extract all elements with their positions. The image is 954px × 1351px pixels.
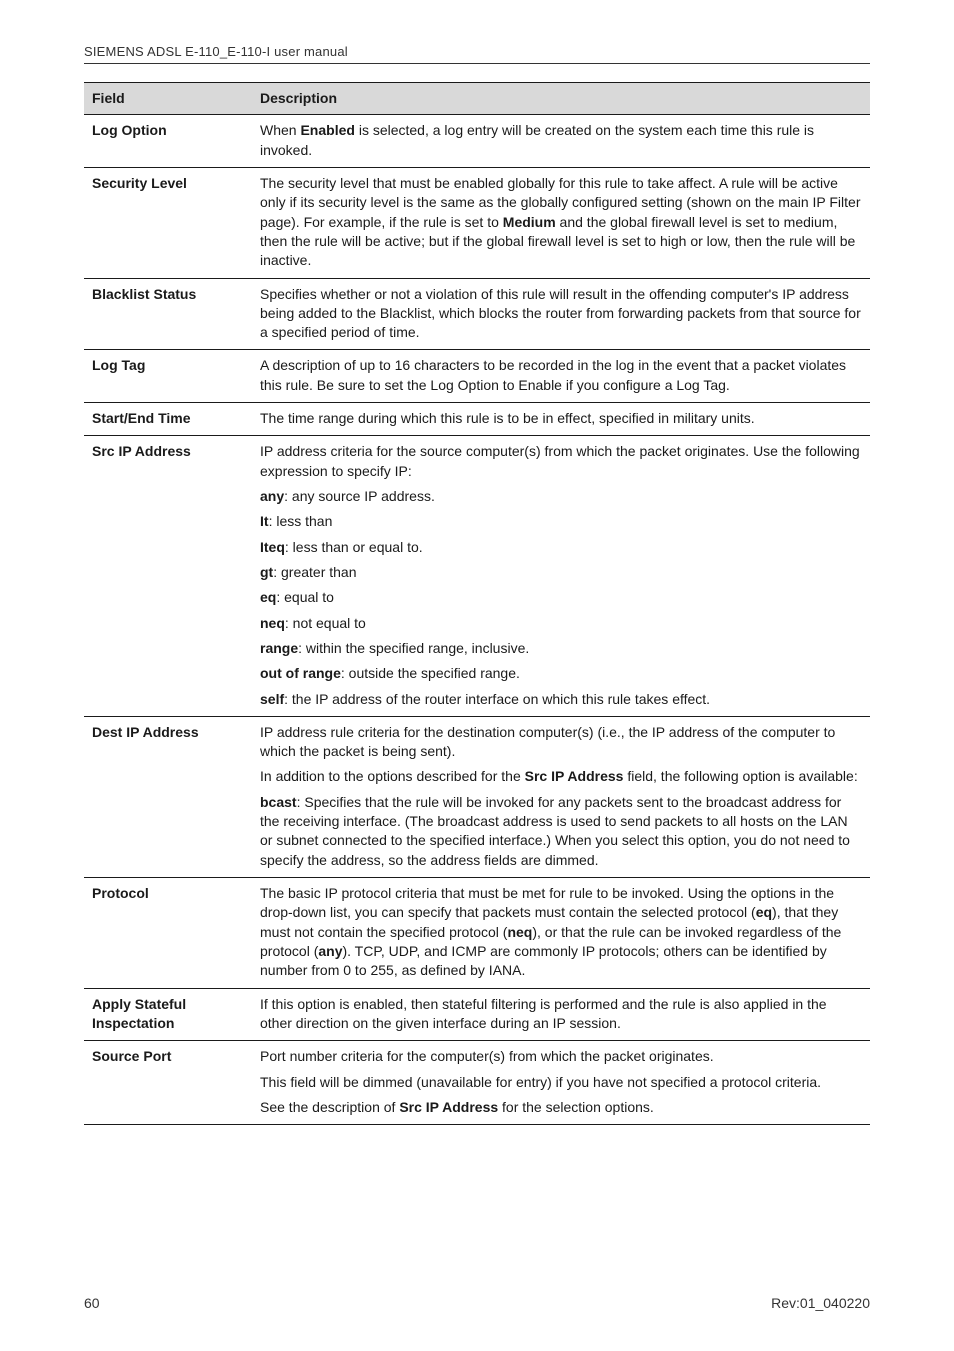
field-name-cell: Source Port xyxy=(84,1041,252,1125)
field-description-cell: Port number criteria for the computer(s)… xyxy=(252,1041,870,1125)
revision-label: Rev:01_040220 xyxy=(771,1295,870,1311)
field-description-cell: IP address rule criteria for the destina… xyxy=(252,716,870,877)
table-row: Start/End TimeThe time range during whic… xyxy=(84,403,870,436)
field-description-cell: The basic IP protocol criteria that must… xyxy=(252,878,870,989)
field-description-table: Field Description Log OptionWhen Enabled… xyxy=(84,82,870,1125)
table-row: Source PortPort number criteria for the … xyxy=(84,1041,870,1125)
field-name-cell: Security Level xyxy=(84,167,252,278)
table-header-row: Field Description xyxy=(84,83,870,115)
column-header-description: Description xyxy=(252,83,870,115)
table-row: Blacklist StatusSpecifies whether or not… xyxy=(84,278,870,350)
table-row: Security LevelThe security level that mu… xyxy=(84,167,870,278)
table-row: Apply StatefulInspectationIf this option… xyxy=(84,988,870,1041)
page-header: SIEMENS ADSL E-110_E-110-I user manual xyxy=(84,44,870,64)
field-description-cell: IP address criteria for the source compu… xyxy=(252,436,870,716)
field-description-cell: When Enabled is selected, a log entry wi… xyxy=(252,115,870,168)
field-name-cell: Dest IP Address xyxy=(84,716,252,877)
field-name-cell: Blacklist Status xyxy=(84,278,252,350)
table-row: Log OptionWhen Enabled is selected, a lo… xyxy=(84,115,870,168)
table-row: Log TagA description of up to 16 charact… xyxy=(84,350,870,403)
field-description-cell: The security level that must be enabled … xyxy=(252,167,870,278)
table-row: ProtocolThe basic IP protocol criteria t… xyxy=(84,878,870,989)
column-header-field: Field xyxy=(84,83,252,115)
field-description-cell: A description of up to 16 characters to … xyxy=(252,350,870,403)
field-name-cell: Start/End Time xyxy=(84,403,252,436)
field-name-cell: Log Tag xyxy=(84,350,252,403)
table-row: Src IP AddressIP address criteria for th… xyxy=(84,436,870,716)
field-name-cell: Apply StatefulInspectation xyxy=(84,988,252,1041)
field-name-cell: Log Option xyxy=(84,115,252,168)
page-number: 60 xyxy=(84,1295,100,1311)
field-description-cell: If this option is enabled, then stateful… xyxy=(252,988,870,1041)
field-name-cell: Src IP Address xyxy=(84,436,252,716)
field-description-cell: The time range during which this rule is… xyxy=(252,403,870,436)
page-footer: 60 Rev:01_040220 xyxy=(84,1295,870,1311)
table-row: Dest IP AddressIP address rule criteria … xyxy=(84,716,870,877)
field-description-cell: Specifies whether or not a violation of … xyxy=(252,278,870,350)
field-name-cell: Protocol xyxy=(84,878,252,989)
